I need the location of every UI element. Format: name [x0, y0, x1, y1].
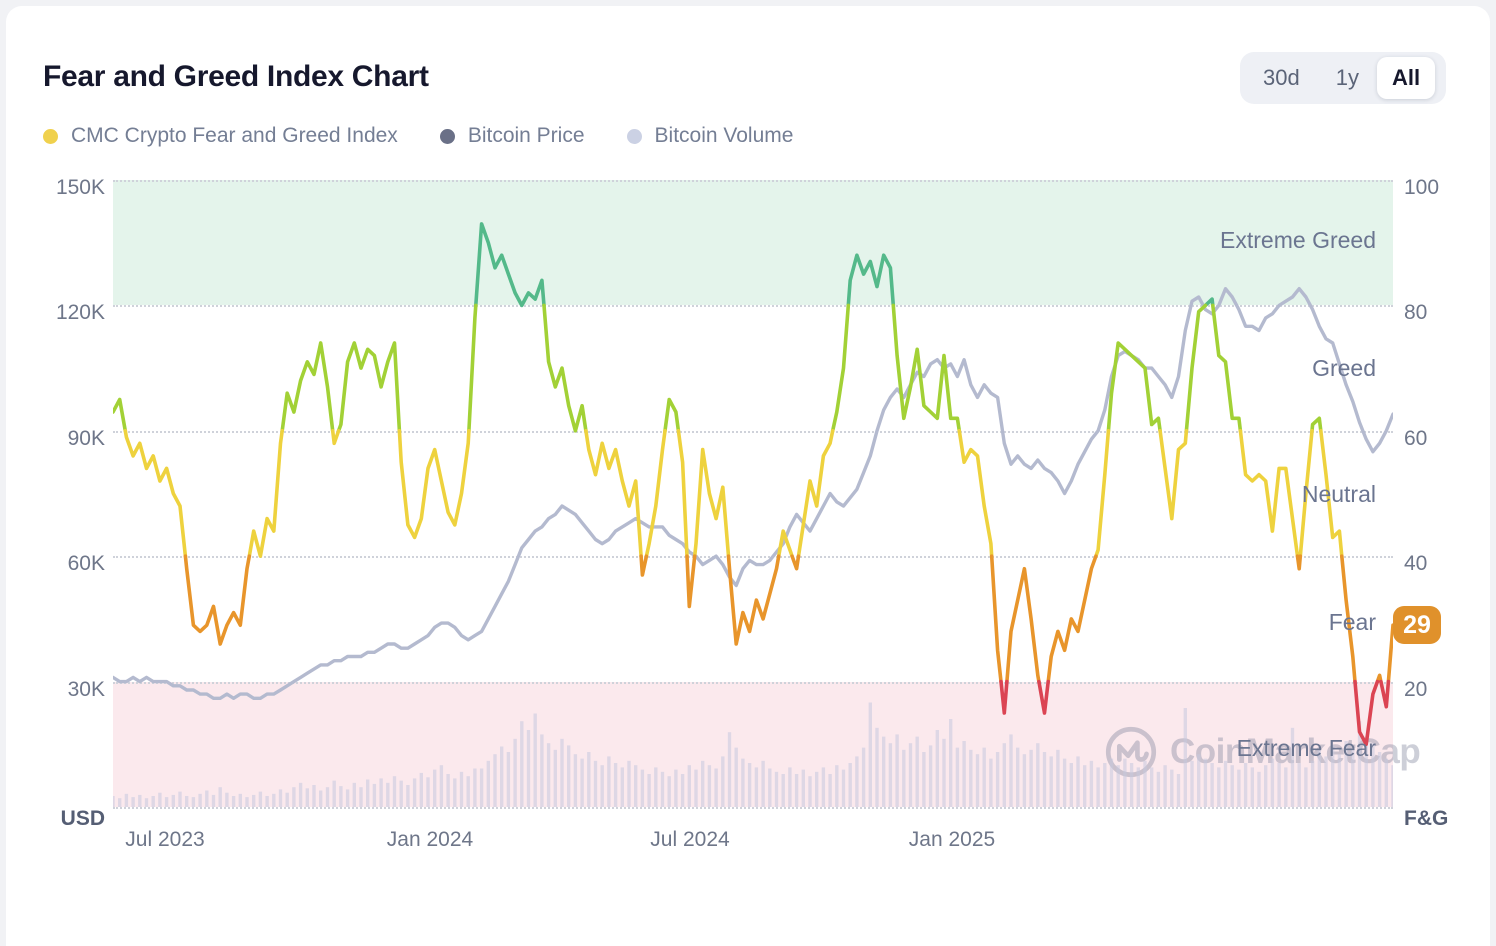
gridline-80 [113, 305, 1393, 307]
range-button-1y[interactable]: 1y [1318, 57, 1377, 99]
range-button-all[interactable]: All [1376, 57, 1436, 99]
fear-greed-series-dot-icon [43, 128, 58, 144]
legend-item-bitcoin-price[interactable]: Bitcoin Price [439, 124, 585, 148]
x-axis-tick: Jan 2025 [908, 828, 996, 851]
y-axis-right-tick: 100 [1404, 176, 1440, 199]
y-axis-right-tick: 20 [1404, 678, 1428, 701]
legend-label: CMC Crypto Fear and Greed Index [71, 124, 398, 147]
zone-label-extreme-greed: Extreme Greed [1220, 227, 1376, 253]
range-button-30d[interactable]: 30d [1245, 57, 1318, 99]
x-axis-tick: Jul 2024 [650, 828, 730, 851]
y-axis-right-tick: 40 [1404, 552, 1428, 575]
y-axis-left-tick: 60K [67, 552, 105, 575]
y-axis-left-unit: USD [60, 807, 105, 830]
gridline-60 [113, 431, 1393, 433]
y-axis-left-tick: 150K [55, 176, 105, 199]
legend: CMC Crypto Fear and Greed Index Bitcoin … [43, 124, 793, 148]
chart-plot[interactable] [113, 180, 1393, 807]
legend-item-fear-greed-index[interactable]: CMC Crypto Fear and Greed Index [43, 124, 398, 148]
page-title: Fear and Greed Index Chart [43, 60, 429, 93]
y-axis-left-tick: 120K [55, 301, 105, 324]
gridline-20 [113, 682, 1393, 684]
x-axis-tick: Jul 2023 [125, 828, 205, 851]
zone-label-greed: Greed [1312, 355, 1376, 381]
zone-label-fear: Fear [1328, 609, 1376, 635]
legend-label: Bitcoin Price [467, 124, 585, 147]
legend-item-bitcoin-volume[interactable]: Bitcoin Volume [626, 124, 794, 148]
plot-bottom-border [113, 807, 1393, 809]
y-axis-left-tick: 30K [67, 678, 105, 701]
bitcoin-volume-series-dot-icon [626, 128, 642, 144]
bitcoin-price-series-dot-icon [439, 128, 455, 144]
zone-label-extreme-fear: Extreme Fear [1236, 735, 1376, 761]
gridline-100 [113, 180, 1393, 182]
extreme-greed-band [113, 180, 1393, 305]
x-axis-tick: Jan 2024 [386, 828, 474, 851]
zone-label-neutral: Neutral [1301, 481, 1376, 507]
current-value-badge: 29 [1393, 606, 1441, 644]
y-axis-right-tick: 60 [1404, 427, 1428, 450]
time-range-selector: 30d 1y All [1240, 52, 1446, 104]
gridline-40 [113, 556, 1393, 558]
legend-label: Bitcoin Volume [654, 124, 794, 147]
y-axis-right-tick: 80 [1404, 301, 1428, 324]
y-axis-right-unit: F&G [1404, 807, 1449, 830]
y-axis-left-tick: 90K [67, 427, 105, 450]
